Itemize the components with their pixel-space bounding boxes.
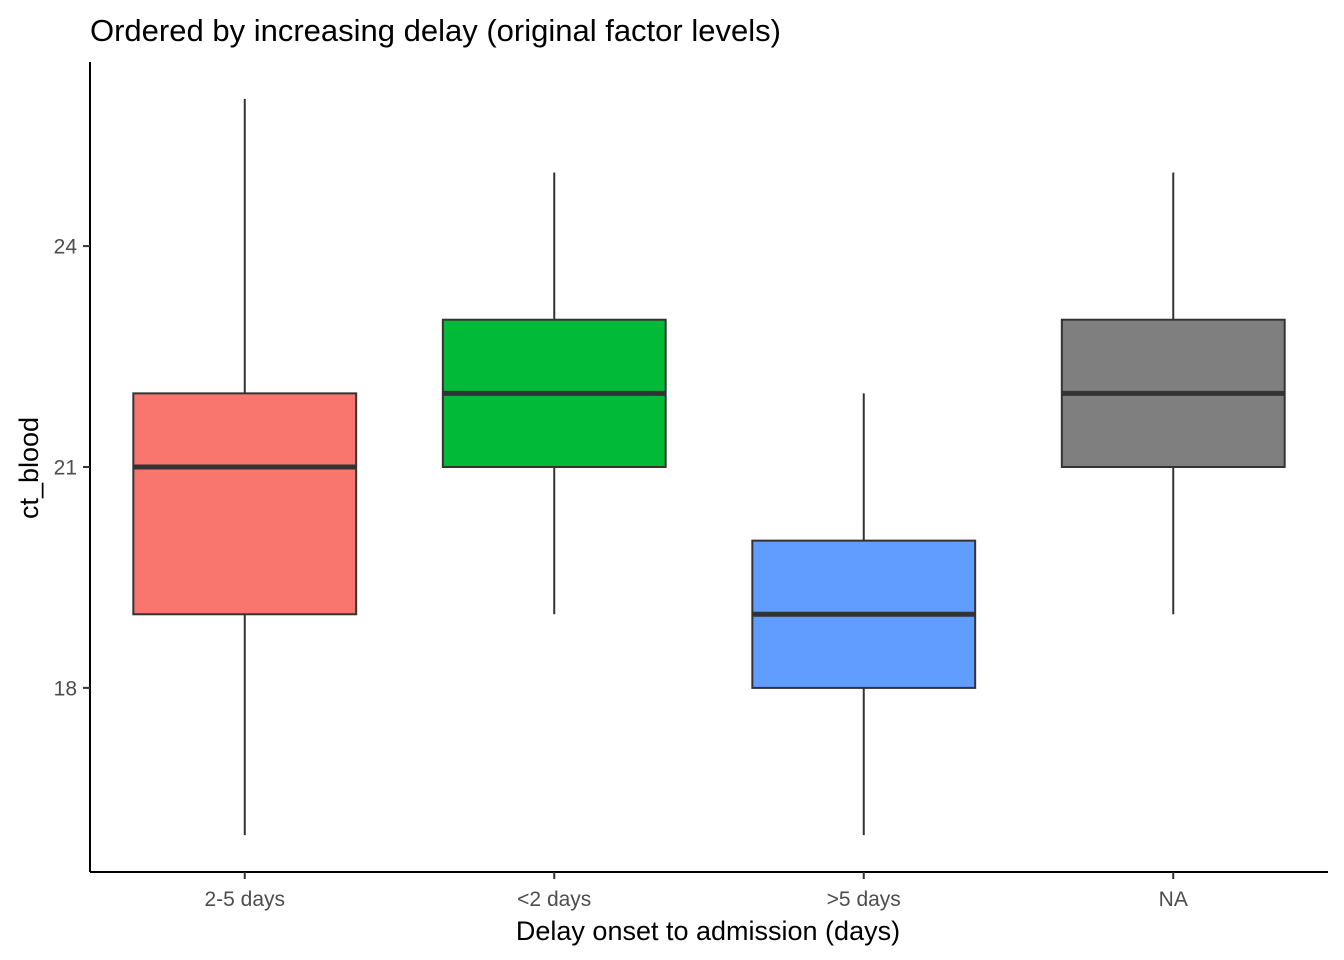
y-axis-title: ct_blood [14,417,44,519]
plot-area: 18 21 24 2-5 days <2 days >5 days NA [54,62,1328,911]
x-tick-label: <2 days [517,888,591,911]
x-tick-label: 2-5 days [204,888,285,911]
y-tick-label: 18 [54,677,77,700]
x-tick-label: >5 days [827,888,901,911]
box [132,392,358,616]
y-tick-label: 21 [54,457,77,480]
x-axis-title: Delay onset to admission (days) [516,916,900,946]
x-tick-label: NA [1159,888,1188,911]
chart-title: Ordered by increasing delay (original fa… [90,13,781,48]
y-tick-label: 24 [54,236,78,259]
